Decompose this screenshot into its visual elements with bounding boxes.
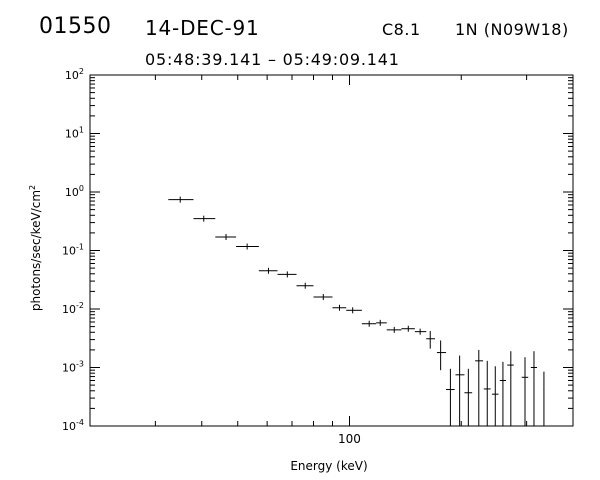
y-tick-base: 10 bbox=[62, 303, 76, 316]
data-point bbox=[376, 319, 387, 326]
event-date-label: 14-DEC-91 bbox=[145, 16, 260, 40]
x-axis-label: Energy (keV) bbox=[290, 459, 367, 473]
data-point bbox=[313, 294, 333, 301]
data-point bbox=[193, 215, 216, 222]
time-range-label: 05:48:39.141 – 05:49:09.141 bbox=[145, 50, 400, 69]
data-point bbox=[414, 328, 427, 335]
y-tick-exponent: -3 bbox=[76, 360, 84, 369]
y-tick-exponent: 0 bbox=[79, 184, 84, 193]
data-point bbox=[507, 351, 514, 426]
y-tick-base: 10 bbox=[65, 186, 79, 199]
y-tick-base: 10 bbox=[65, 69, 79, 82]
y-axis-label: photons/sec/keV/cm2 bbox=[28, 185, 43, 311]
data-point bbox=[236, 243, 259, 250]
y-tick-label: 102 bbox=[65, 67, 84, 82]
y-tick-label: 10-1 bbox=[62, 243, 84, 258]
y-tick-base: 10 bbox=[65, 128, 79, 141]
y-tick-base: 10 bbox=[62, 362, 76, 375]
data-point bbox=[215, 234, 237, 241]
axis-ticks bbox=[89, 74, 574, 427]
x-tick-label: 100 bbox=[338, 432, 361, 446]
y-tick-base: 10 bbox=[62, 420, 76, 433]
event-id-label: 01550 bbox=[39, 14, 112, 39]
data-point bbox=[361, 320, 377, 327]
data-point bbox=[543, 371, 545, 426]
data-point bbox=[346, 307, 362, 314]
data-point bbox=[475, 349, 484, 426]
y-tick-label: 10-2 bbox=[62, 301, 84, 316]
y-tick-exponent: -4 bbox=[76, 418, 84, 427]
flare-location-label: 1N (N09W18) bbox=[455, 20, 569, 39]
data-point bbox=[491, 366, 499, 426]
y-tick-label: 10-3 bbox=[62, 360, 84, 375]
data-point bbox=[296, 282, 314, 289]
data-point bbox=[530, 351, 538, 426]
data-point bbox=[277, 271, 297, 278]
y-tick-label: 10-4 bbox=[62, 418, 84, 433]
y-tick-exponent: -1 bbox=[76, 243, 84, 252]
data-point bbox=[386, 326, 402, 333]
y-tick-exponent: -2 bbox=[76, 301, 84, 310]
data-point bbox=[401, 325, 415, 332]
data-point bbox=[332, 304, 347, 311]
plot-frame bbox=[89, 74, 574, 427]
y-tick-exponent: 1 bbox=[79, 126, 84, 135]
y-axis-label-superscript: 2 bbox=[28, 185, 37, 190]
flare-class-label: C8.1 bbox=[382, 20, 421, 39]
data-points bbox=[168, 196, 545, 426]
data-point bbox=[464, 368, 473, 426]
y-tick-label: 101 bbox=[65, 126, 84, 141]
data-point bbox=[499, 361, 507, 426]
y-tick-base: 10 bbox=[62, 245, 76, 258]
y-tick-label: 100 bbox=[65, 184, 84, 199]
data-point bbox=[521, 357, 529, 426]
data-point bbox=[168, 196, 194, 203]
data-point bbox=[455, 355, 465, 426]
data-point bbox=[436, 340, 447, 371]
y-axis-label-text: photons/sec/keV/cm bbox=[29, 190, 43, 311]
data-point bbox=[483, 360, 491, 426]
y-tick-exponent: 2 bbox=[79, 67, 84, 76]
data-point bbox=[258, 267, 278, 274]
axes bbox=[89, 74, 574, 427]
data-point bbox=[426, 331, 436, 349]
data-point bbox=[446, 368, 455, 426]
